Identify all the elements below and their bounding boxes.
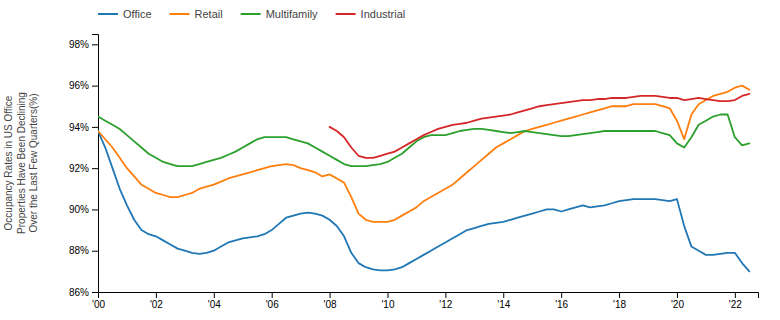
y-tick-mark [92,292,98,293]
y-axis-title-line: Over the Last Few Quarters(%) [28,94,39,233]
x-tick: '16 [555,292,568,310]
y-tick-label: 98% [69,39,89,50]
y-tick-mark [92,44,98,45]
y-tick-mark [92,251,98,252]
x-tick-label: '22 [729,299,742,310]
x-tick: '02 [150,292,163,310]
x-tick-label: '04 [208,299,221,310]
x-tick-label: '20 [671,299,684,310]
y-tick-mark [92,127,98,128]
x-tick: '20 [671,292,684,310]
legend-swatch [241,13,261,15]
x-tick-mark [445,292,446,298]
x-tick: '08 [324,292,337,310]
y-tick-mark [92,86,98,87]
y-tick: 96% [69,80,98,91]
y-tick-mark [92,209,98,210]
x-tick-label: '18 [613,299,626,310]
x-tick-label: '12 [439,299,452,310]
x-axis: '00 '02 '04 '06 '08 '10 '12 '14 '16 '18 '20 '22 [92,292,759,310]
x-tick: '22 [729,292,742,310]
y-tick-label: 92% [69,163,89,174]
legend-item: Multifamily [241,8,318,20]
legend: Office Retail Multifamily Industrial [98,8,405,20]
x-tick-label: '08 [324,299,337,310]
x-tick-label: '00 [92,299,105,310]
x-tick: '10 [381,292,394,310]
y-tick: 94% [69,122,98,133]
y-tick: 98% [69,39,98,50]
x-tick-label: '14 [497,299,510,310]
x-tick: '18 [613,292,626,310]
legend-swatch [170,13,190,15]
legend-label: Multifamily [266,8,318,20]
x-tick-mark [330,292,331,298]
y-tick-label: 86% [69,287,89,298]
series-line [98,114,749,166]
series-line [98,86,749,222]
x-tick-mark [619,292,620,298]
series-line [330,94,750,158]
x-tick-mark [214,292,215,298]
x-tick: '00 [92,292,105,310]
y-tick-mark [92,168,98,169]
x-tick-label: '06 [266,299,279,310]
y-axis-line [92,35,99,293]
legend-swatch [98,13,118,15]
y-axis-title: Occupancy Rates in US OfficeProperties H… [3,92,39,234]
y-tick: 90% [69,204,98,215]
chart: '00'02'04'06'08'10'12'14'16'18'20'2286%8… [0,0,780,320]
y-tick-label: 88% [69,245,89,256]
legend-label: Office [123,8,152,20]
x-tick: '14 [497,292,510,310]
plot: '00'02'04'06'08'10'12'14'16'18'20'2286%8… [3,35,759,311]
legend-item: Office [98,8,152,20]
y-axis: 86% 88% 90% 92% 94% 96% 98% [69,35,99,298]
x-tick-label: '10 [381,299,394,310]
x-axis-line [99,293,759,299]
legend-label: Industrial [361,8,406,20]
lines [98,86,749,272]
y-tick-label: 96% [69,80,89,91]
x-tick-label: '02 [150,299,163,310]
legend-label: Retail [195,8,223,20]
y-tick-label: 90% [69,204,89,215]
x-tick-mark [735,292,736,298]
x-tick-mark [503,292,504,298]
x-tick: '06 [266,292,279,310]
x-tick-mark [272,292,273,298]
x-tick-mark [156,292,157,298]
y-axis-title-line: Occupancy Rates in US Office [3,95,14,230]
y-axis-title-line: Properties Have Been Declining [16,92,27,234]
x-tick-mark [561,292,562,298]
x-tick: '04 [208,292,221,310]
y-tick-label: 94% [69,122,89,133]
x-tick-mark [677,292,678,298]
legend-swatch [336,13,356,15]
x-tick-mark [387,292,388,298]
x-tick: '12 [439,292,452,310]
y-tick: 88% [69,245,98,256]
y-tick: 92% [69,163,98,174]
y-tick: 86% [69,287,98,298]
legend-item: Industrial [336,8,406,20]
legend-item: Retail [170,8,223,20]
x-tick-label: '16 [555,299,568,310]
